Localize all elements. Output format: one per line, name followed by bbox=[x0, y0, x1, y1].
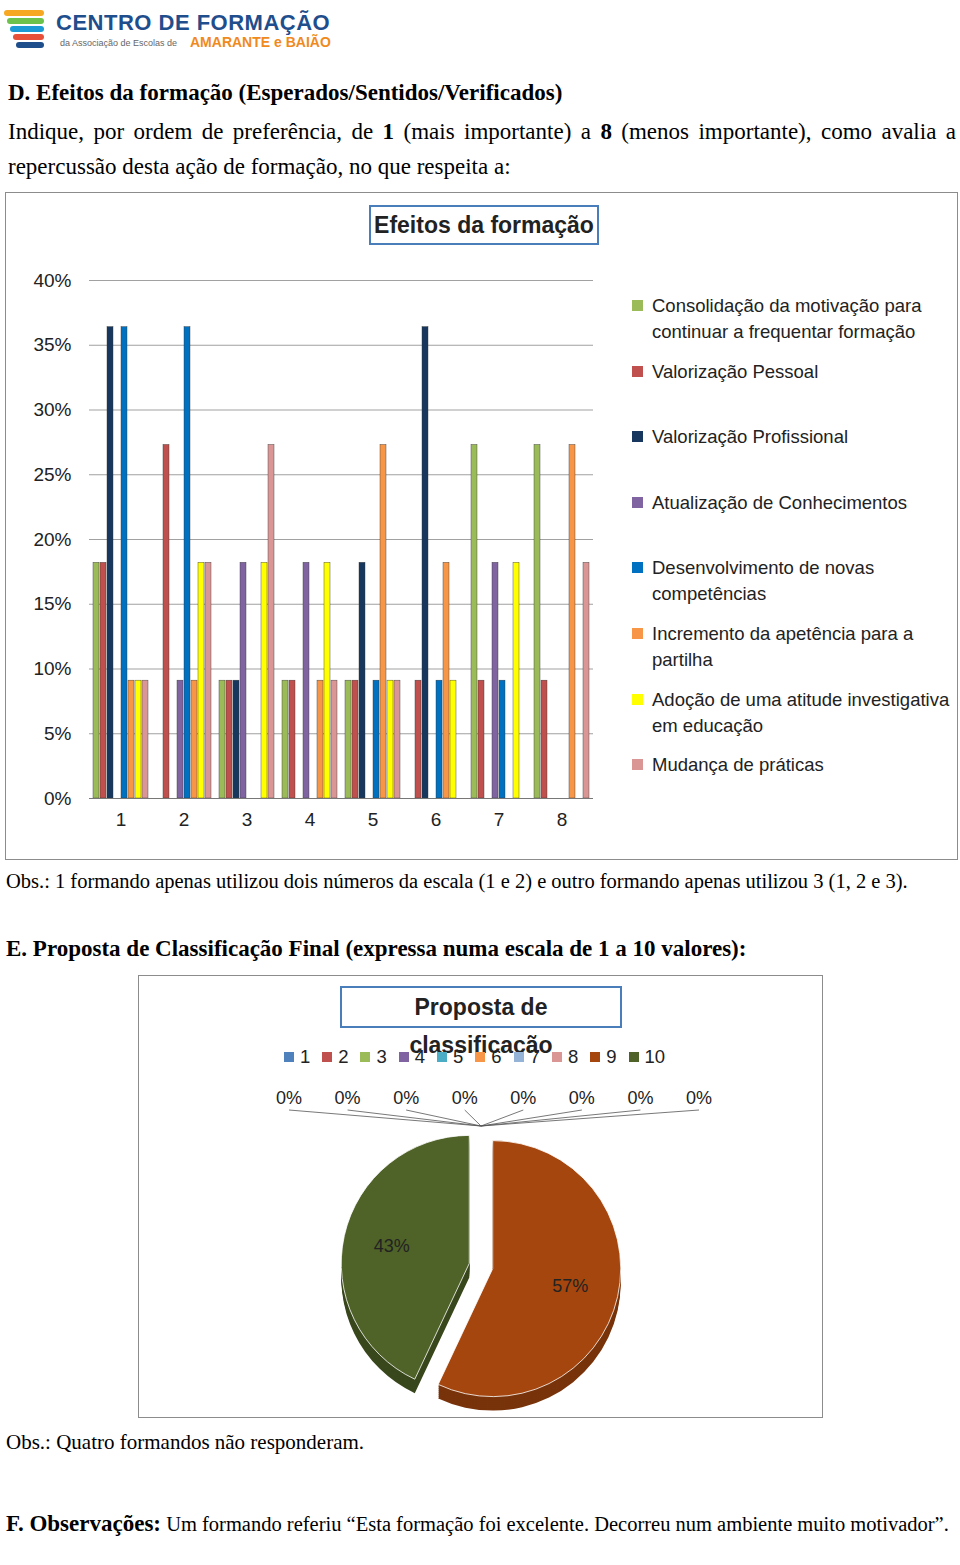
html-text:9: 9 bbox=[606, 1046, 617, 1067]
html-text:Proposta de classificação: Proposta de classificação bbox=[409, 994, 553, 1058]
svg-text:4: 4 bbox=[305, 809, 316, 830]
html-text:da Associação de Escolas de: da Associação de Escolas de bbox=[60, 38, 178, 48]
svg-text:1: 1 bbox=[116, 809, 127, 830]
svg-text:10%: 10% bbox=[33, 658, 71, 679]
svg-text:0%: 0% bbox=[44, 788, 72, 809]
svg-text:5: 5 bbox=[368, 809, 379, 830]
svg-text:0%: 0% bbox=[686, 1088, 712, 1108]
svg-text:0%: 0% bbox=[510, 1088, 536, 1108]
svg-text:57%: 57% bbox=[552, 1276, 588, 1296]
html-text:6: 6 bbox=[491, 1046, 502, 1067]
html-text:Valorização Profissional: Valorização Profissional bbox=[652, 426, 849, 448]
svg-text:43%: 43% bbox=[374, 1236, 410, 1256]
svg-text:0%: 0% bbox=[627, 1088, 653, 1108]
svg-text:0%: 0% bbox=[393, 1088, 419, 1108]
html-text:Desenvolvimento de novas compe: Desenvolvimento de novas competências bbox=[652, 557, 875, 605]
svg-text:5%: 5% bbox=[44, 723, 72, 744]
svg-text:0%: 0% bbox=[452, 1088, 478, 1108]
svg-text:25%: 25% bbox=[33, 464, 71, 485]
html-text:Obs.: 1 formando apenas utiliz: Obs.: 1 formando apenas utilizou dois nú… bbox=[6, 870, 908, 892]
html-text:D. Efeitos da formação (Espera: D. Efeitos da formação (Esperados/Sentid… bbox=[8, 80, 563, 105]
html-text:Obs.: Quatro formandos não res: Obs.: Quatro formandos não responderam. bbox=[6, 1430, 365, 1454]
svg-text:15%: 15% bbox=[33, 593, 71, 614]
svg-text:0%: 0% bbox=[335, 1088, 361, 1108]
svg-text:3: 3 bbox=[242, 809, 253, 830]
html-text:8: 8 bbox=[568, 1046, 579, 1067]
svg-text:0%: 0% bbox=[276, 1088, 302, 1108]
html-text:Mudança de práticas: Mudança de práticas bbox=[652, 754, 824, 776]
html-text:Adoção de uma atitude investig: Adoção de uma atitude investigativa em e… bbox=[652, 688, 950, 736]
svg-text:20%: 20% bbox=[33, 529, 71, 550]
html-text:5: 5 bbox=[453, 1046, 464, 1067]
html-text:Incremento da apetência para a: Incremento da apetência para a partilha bbox=[652, 623, 914, 670]
html-text:Valorização Pessoal: Valorização Pessoal bbox=[652, 360, 819, 382]
html-text:7: 7 bbox=[529, 1046, 540, 1067]
html-text:Consolidação da motivação para: Consolidação da motivação para continuar… bbox=[652, 295, 922, 342]
svg-text:0%: 0% bbox=[569, 1088, 595, 1108]
svg-text:40%: 40% bbox=[33, 270, 71, 291]
svg-text:35%: 35% bbox=[33, 334, 71, 355]
svg-text:8: 8 bbox=[557, 809, 568, 830]
svg-text:7: 7 bbox=[494, 809, 505, 830]
html-text:4: 4 bbox=[414, 1046, 426, 1067]
html-text:AMARANTE e BAIÃO: AMARANTE e BAIÃO bbox=[190, 34, 331, 50]
html-text:Indique, por ordem de preferên: Indique, por ordem de preferência, de 1 … bbox=[8, 119, 956, 179]
svg-text:6: 6 bbox=[431, 809, 442, 830]
svg-text:2: 2 bbox=[179, 809, 190, 830]
html-text:CENTRO DE FORMAÇÃO: CENTRO DE FORMAÇÃO bbox=[56, 10, 331, 35]
html-text:Atualização de Conhecimentos: Atualização de Conhecimentos bbox=[652, 491, 907, 513]
html-text:E. Proposta de Classificação F: E. Proposta de Classificação Final (expr… bbox=[6, 936, 747, 961]
html-text:Efeitos da formação: Efeitos da formação bbox=[374, 212, 594, 238]
html-text:1: 1 bbox=[299, 1046, 311, 1067]
html-text:10: 10 bbox=[644, 1046, 666, 1067]
html-text:3: 3 bbox=[376, 1046, 387, 1067]
html-text:F. Observações: Um formando re: F. Observações: Um formando referiu “Est… bbox=[6, 1511, 949, 1536]
svg-text:30%: 30% bbox=[33, 399, 71, 420]
html-text:2: 2 bbox=[338, 1046, 349, 1067]
